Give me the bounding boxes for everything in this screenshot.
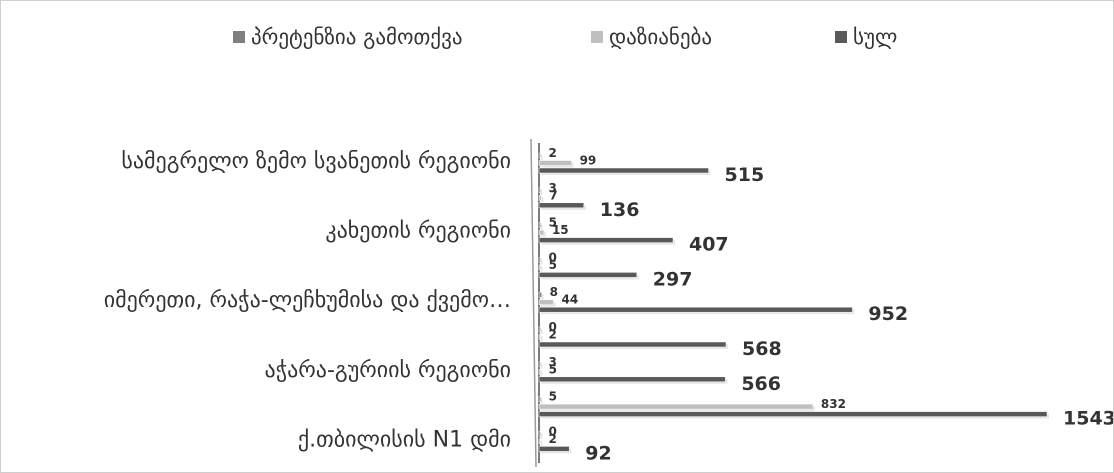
value-label-s2-c8: 92 bbox=[585, 442, 611, 464]
axis-depth-line bbox=[530, 138, 537, 468]
value-label-s2-c2: 407 bbox=[689, 234, 729, 256]
category-label-4: იმერეთი, რაჭა-ლეჩხუმისა და ქვემო… bbox=[104, 288, 511, 313]
value-label-s0-c3: 0 bbox=[549, 250, 557, 264]
value-label-s2-c7: 1543 bbox=[1063, 408, 1113, 430]
bar-shadow bbox=[541, 197, 544, 203]
bar-s0-c6 bbox=[538, 361, 541, 368]
value-label-s1-c4: 44 bbox=[561, 293, 578, 307]
bar-s1-c3 bbox=[538, 264, 541, 271]
category-label-2: კახეთის რეგიონი bbox=[325, 219, 511, 244]
value-label-s1-c0: 99 bbox=[580, 154, 597, 168]
category-axis bbox=[530, 138, 540, 468]
bar-shadow bbox=[541, 266, 543, 272]
value-label-s0-c2: 5 bbox=[549, 216, 557, 230]
bar-s0-c5 bbox=[538, 326, 541, 333]
bar-s1-c0 bbox=[538, 160, 572, 166]
bar-s2-c7 bbox=[538, 411, 1048, 417]
bar-s0-c4 bbox=[538, 291, 542, 298]
value-label-s1-c1: 7 bbox=[549, 188, 557, 202]
bar-shadow bbox=[541, 294, 544, 300]
bar-s0-c0 bbox=[538, 152, 541, 159]
value-label-s2-c6: 566 bbox=[741, 373, 781, 395]
bar-shadow bbox=[541, 363, 543, 369]
bar-s1-c6 bbox=[538, 369, 541, 375]
value-label-s0-c8: 0 bbox=[549, 424, 557, 438]
value-label-s2-c1: 136 bbox=[600, 199, 640, 221]
bar-s1-c2 bbox=[538, 229, 545, 236]
bar-s2-c4 bbox=[538, 306, 853, 313]
bar-s2-c5 bbox=[538, 341, 727, 348]
value-label-s2-c5: 568 bbox=[742, 338, 782, 360]
value-label-s1-c2: 15 bbox=[552, 223, 569, 237]
bar-shadow bbox=[541, 189, 543, 195]
bar-s1-c4 bbox=[538, 299, 554, 305]
legend-label-0: პრეტენზია გამოთქვა bbox=[251, 25, 463, 49]
value-label-s1-c6: 5 bbox=[549, 362, 557, 376]
bar-s2-c0 bbox=[538, 167, 709, 174]
bar-shadow bbox=[541, 433, 543, 439]
bar-s0-c7 bbox=[538, 396, 541, 402]
data-labels: 2995153713651540705297844952025683556658… bbox=[549, 146, 1114, 464]
bar-s2-c2 bbox=[538, 237, 674, 243]
value-label-s1-c7: 832 bbox=[821, 397, 846, 411]
bar-s0-c8 bbox=[538, 431, 541, 437]
value-label-s2-c4: 952 bbox=[868, 303, 908, 325]
value-label-s0-c7: 5 bbox=[549, 390, 557, 404]
value-label-s2-c0: 515 bbox=[725, 164, 765, 186]
legend: პრეტენზია გამოთქვა დაზიანება სულ bbox=[233, 25, 897, 49]
value-label-s2-c3: 297 bbox=[653, 268, 693, 290]
bar-s0-c1 bbox=[538, 187, 541, 194]
bar-s0-c2 bbox=[538, 222, 541, 228]
value-label-s0-c6: 3 bbox=[549, 355, 557, 369]
legend-label-2: სულ bbox=[853, 25, 897, 49]
bar-shadow bbox=[541, 336, 543, 342]
legend-label-1: დაზიანება bbox=[609, 25, 712, 49]
bar-s1-c7 bbox=[538, 403, 814, 410]
bar-s1-c1 bbox=[538, 195, 542, 201]
bar-s0-c3 bbox=[538, 257, 541, 263]
category-label-6: აჭარა-გურიის რეგიონი bbox=[265, 358, 511, 383]
value-label-s1-c3: 5 bbox=[549, 258, 557, 272]
bar-shadow bbox=[541, 155, 543, 160]
value-label-s0-c5: 0 bbox=[549, 320, 557, 334]
value-label-s0-c1: 3 bbox=[549, 181, 557, 195]
value-label-s0-c0: 2 bbox=[549, 146, 557, 160]
legend-swatch-0 bbox=[233, 31, 245, 43]
bar-s2-c6 bbox=[538, 376, 726, 383]
category-label-8: ქ.თბილისის N1 დმი bbox=[298, 427, 511, 452]
bar-s2-c1 bbox=[538, 202, 585, 209]
bar-shadow bbox=[541, 259, 543, 265]
bar-s2-c8 bbox=[538, 446, 570, 452]
value-label-s0-c4: 8 bbox=[550, 285, 558, 299]
value-label-s1-c5: 2 bbox=[549, 328, 557, 342]
category-labels: სამეგრელო ზემო სვანეთის რეგიონი კახეთის რ… bbox=[104, 149, 511, 452]
legend-swatch-1 bbox=[591, 31, 603, 43]
bar-series-group bbox=[538, 152, 1049, 454]
legend-swatch-2 bbox=[835, 31, 847, 43]
category-label-0: სამეგრელო ზემო სვანეთის რეგიონი bbox=[121, 149, 511, 174]
bar-shadow bbox=[541, 398, 543, 404]
bar-s1-c5 bbox=[538, 334, 541, 340]
bar-s1-c8 bbox=[538, 438, 541, 445]
value-label-s1-c8: 2 bbox=[549, 432, 557, 446]
bar-s2-c3 bbox=[538, 272, 638, 278]
bar-shadow bbox=[541, 371, 543, 377]
bar-shadow bbox=[541, 224, 543, 230]
bar-shadow bbox=[541, 329, 543, 334]
bar-shadow bbox=[541, 440, 543, 446]
